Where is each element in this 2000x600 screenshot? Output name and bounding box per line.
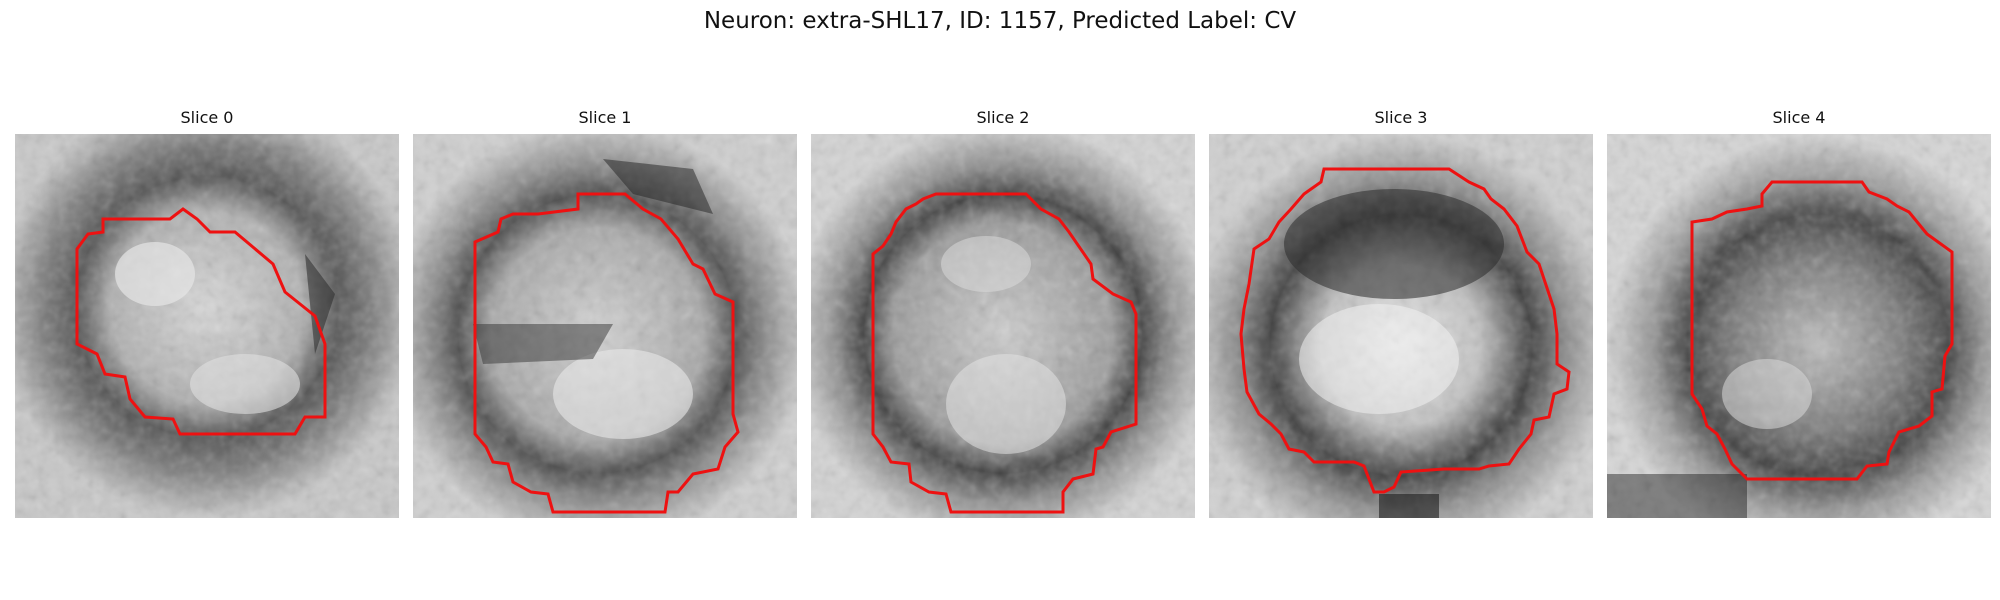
slice-title-1: Slice 1 bbox=[578, 108, 632, 127]
slice-contour-4 bbox=[1690, 180, 1954, 481]
slice-panel-3: Slice 3 bbox=[1209, 108, 1593, 520]
figure-title: Neuron: extra-SHL17, ID: 1157, Predicted… bbox=[703, 8, 1297, 34]
slice-contour-2 bbox=[871, 192, 1138, 514]
slice-panel-4: Slice 4 bbox=[1607, 108, 1991, 520]
slice-panel-2: Slice 2 bbox=[811, 108, 1195, 520]
slice-title-4: Slice 4 bbox=[1772, 108, 1826, 127]
slice-title-2: Slice 2 bbox=[976, 108, 1030, 127]
slice-contour-1 bbox=[473, 192, 740, 514]
slice-panel-0: Slice 0 bbox=[15, 108, 399, 520]
slice-title-3: Slice 3 bbox=[1374, 108, 1428, 127]
slice-image-4 bbox=[1607, 134, 1991, 518]
slice-image-1 bbox=[413, 134, 797, 518]
slice-contour-3 bbox=[1239, 167, 1571, 494]
slice-image-3 bbox=[1209, 134, 1593, 518]
slice-contour-0 bbox=[75, 207, 327, 436]
slice-image-0 bbox=[15, 134, 399, 518]
slice-panel-1: Slice 1 bbox=[413, 108, 797, 520]
slice-image-2 bbox=[811, 134, 1195, 518]
slice-title-0: Slice 0 bbox=[180, 108, 234, 127]
